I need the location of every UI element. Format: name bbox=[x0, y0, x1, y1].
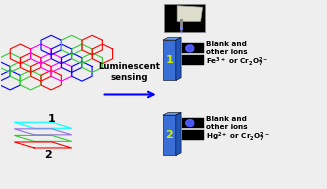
Polygon shape bbox=[177, 6, 202, 21]
Bar bbox=[182, 43, 204, 53]
Bar bbox=[182, 56, 204, 65]
Text: Luminescent
sensing: Luminescent sensing bbox=[98, 62, 160, 82]
Polygon shape bbox=[186, 120, 194, 126]
Text: Blank and
other ions: Blank and other ions bbox=[206, 116, 248, 130]
Bar bbox=[180, 27, 183, 30]
Polygon shape bbox=[186, 45, 194, 52]
Text: $\bf{Fe^{3+}}$ or $\bf{Cr_2O_7^{2-}}$: $\bf{Fe^{3+}}$ or $\bf{Cr_2O_7^{2-}}$ bbox=[206, 56, 269, 69]
Text: 1: 1 bbox=[165, 55, 173, 65]
Polygon shape bbox=[186, 45, 194, 52]
Text: Blank and
other ions: Blank and other ions bbox=[206, 41, 248, 55]
Text: 2: 2 bbox=[165, 130, 173, 140]
Polygon shape bbox=[163, 40, 176, 81]
Bar bbox=[164, 4, 205, 32]
Polygon shape bbox=[163, 112, 181, 115]
Bar bbox=[180, 19, 183, 30]
Polygon shape bbox=[176, 37, 181, 81]
Text: 1: 1 bbox=[47, 114, 55, 124]
Text: $\bf{Hg^{2+}}$ or $\bf{Cr_2O_7^{2-}}$: $\bf{Hg^{2+}}$ or $\bf{Cr_2O_7^{2-}}$ bbox=[206, 131, 270, 144]
Polygon shape bbox=[186, 120, 194, 126]
Bar bbox=[182, 130, 204, 140]
Polygon shape bbox=[176, 112, 181, 156]
Text: 2: 2 bbox=[44, 150, 52, 160]
Polygon shape bbox=[163, 37, 181, 40]
Polygon shape bbox=[163, 115, 176, 156]
Bar bbox=[182, 118, 204, 128]
